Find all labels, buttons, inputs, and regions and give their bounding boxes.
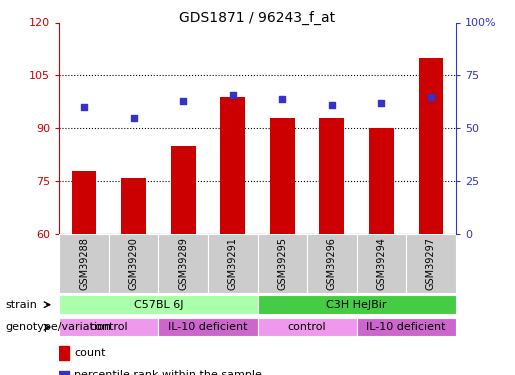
Bar bbox=[59, 346, 69, 360]
Text: percentile rank within the sample: percentile rank within the sample bbox=[75, 370, 262, 375]
FancyBboxPatch shape bbox=[258, 296, 456, 314]
FancyBboxPatch shape bbox=[59, 296, 258, 314]
Text: GSM39296: GSM39296 bbox=[327, 237, 337, 290]
Text: GSM39289: GSM39289 bbox=[178, 237, 188, 290]
FancyBboxPatch shape bbox=[356, 318, 456, 336]
Point bbox=[129, 115, 138, 121]
Bar bbox=[59, 371, 69, 375]
Bar bbox=[369, 128, 394, 234]
FancyBboxPatch shape bbox=[307, 234, 356, 292]
Bar bbox=[419, 58, 443, 234]
Text: C3H HeJBir: C3H HeJBir bbox=[327, 300, 387, 310]
Text: C57BL 6J: C57BL 6J bbox=[133, 300, 183, 310]
FancyBboxPatch shape bbox=[59, 234, 109, 292]
Point bbox=[328, 102, 336, 108]
Text: control: control bbox=[288, 322, 327, 332]
Point bbox=[179, 98, 187, 104]
FancyBboxPatch shape bbox=[406, 234, 456, 292]
Text: GSM39295: GSM39295 bbox=[277, 237, 287, 290]
Text: GSM39297: GSM39297 bbox=[426, 237, 436, 290]
Bar bbox=[270, 118, 295, 234]
Point bbox=[229, 92, 237, 98]
Point bbox=[80, 104, 88, 110]
Text: IL-10 deficient: IL-10 deficient bbox=[168, 322, 248, 332]
Text: GSM39290: GSM39290 bbox=[129, 237, 139, 290]
FancyBboxPatch shape bbox=[356, 234, 406, 292]
Point bbox=[278, 96, 286, 102]
FancyBboxPatch shape bbox=[159, 234, 208, 292]
Text: GSM39294: GSM39294 bbox=[376, 237, 386, 290]
Bar bbox=[171, 146, 196, 234]
Point bbox=[377, 100, 386, 106]
FancyBboxPatch shape bbox=[258, 234, 307, 292]
Point bbox=[427, 94, 435, 100]
Bar bbox=[319, 118, 344, 234]
Text: genotype/variation: genotype/variation bbox=[5, 322, 111, 332]
Text: strain: strain bbox=[5, 300, 37, 310]
Bar bbox=[121, 178, 146, 234]
FancyBboxPatch shape bbox=[208, 234, 258, 292]
FancyBboxPatch shape bbox=[159, 318, 258, 336]
Text: GSM39291: GSM39291 bbox=[228, 237, 238, 290]
Bar bbox=[220, 97, 245, 234]
Text: GDS1871 / 96243_f_at: GDS1871 / 96243_f_at bbox=[179, 11, 336, 26]
Text: control: control bbox=[90, 322, 128, 332]
Text: GSM39288: GSM39288 bbox=[79, 237, 89, 290]
FancyBboxPatch shape bbox=[109, 234, 159, 292]
Text: IL-10 deficient: IL-10 deficient bbox=[367, 322, 446, 332]
Text: count: count bbox=[75, 348, 106, 358]
FancyBboxPatch shape bbox=[59, 318, 159, 336]
FancyBboxPatch shape bbox=[258, 318, 356, 336]
Bar bbox=[72, 171, 96, 234]
